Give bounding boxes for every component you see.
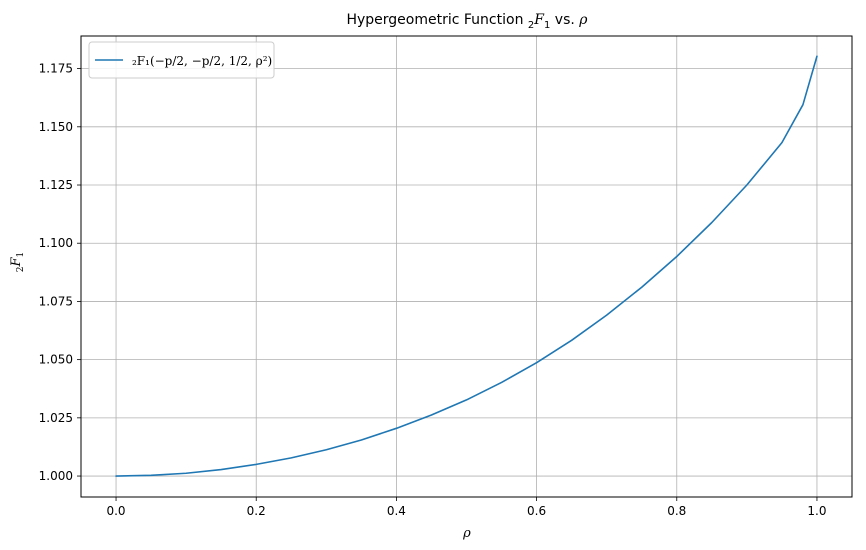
x-tick-label: 0.4: [387, 504, 406, 518]
y-tick-label: 1.100: [39, 236, 73, 250]
ticks: 0.0 0.2 0.4 0.6 0.8 1.0 1.000 1.025 1.050 1.075 1.…: [39, 62, 827, 518]
grid: [81, 36, 852, 497]
series-layer: [115, 55, 818, 477]
x-tick-label: 0.8: [667, 504, 686, 518]
legend: ₂F₁(−p/2, −p/2, 1/2, ρ²): [88, 41, 275, 79]
x-tick-label: 0.6: [527, 504, 546, 518]
y-tick-label: 1.175: [39, 62, 73, 76]
y-tick-label: 1.000: [39, 469, 73, 483]
series-line: [115, 55, 818, 477]
y-tick-label: 1.150: [39, 120, 73, 134]
y-tick-label: 1.075: [39, 294, 73, 308]
y-tick-label: 1.025: [39, 411, 73, 425]
plot-frame: [80, 35, 853, 498]
legend-label: ₂F₁(−p/2, −p/2, 1/2, ρ²): [132, 54, 272, 68]
chart-title: Hypergeometric Function 2F1 vs. ρ: [346, 12, 588, 31]
x-tick-label: 0.0: [106, 504, 125, 518]
y-axis-label: 2F1: [9, 252, 26, 273]
y-tick-label: 1.125: [39, 178, 73, 192]
y-tick-label: 1.050: [39, 353, 73, 367]
x-axis-label: ρ: [462, 526, 471, 541]
legend-box: [88, 41, 275, 79]
x-tick-label: 0.2: [247, 504, 266, 518]
x-tick-label: 1.0: [807, 504, 826, 518]
